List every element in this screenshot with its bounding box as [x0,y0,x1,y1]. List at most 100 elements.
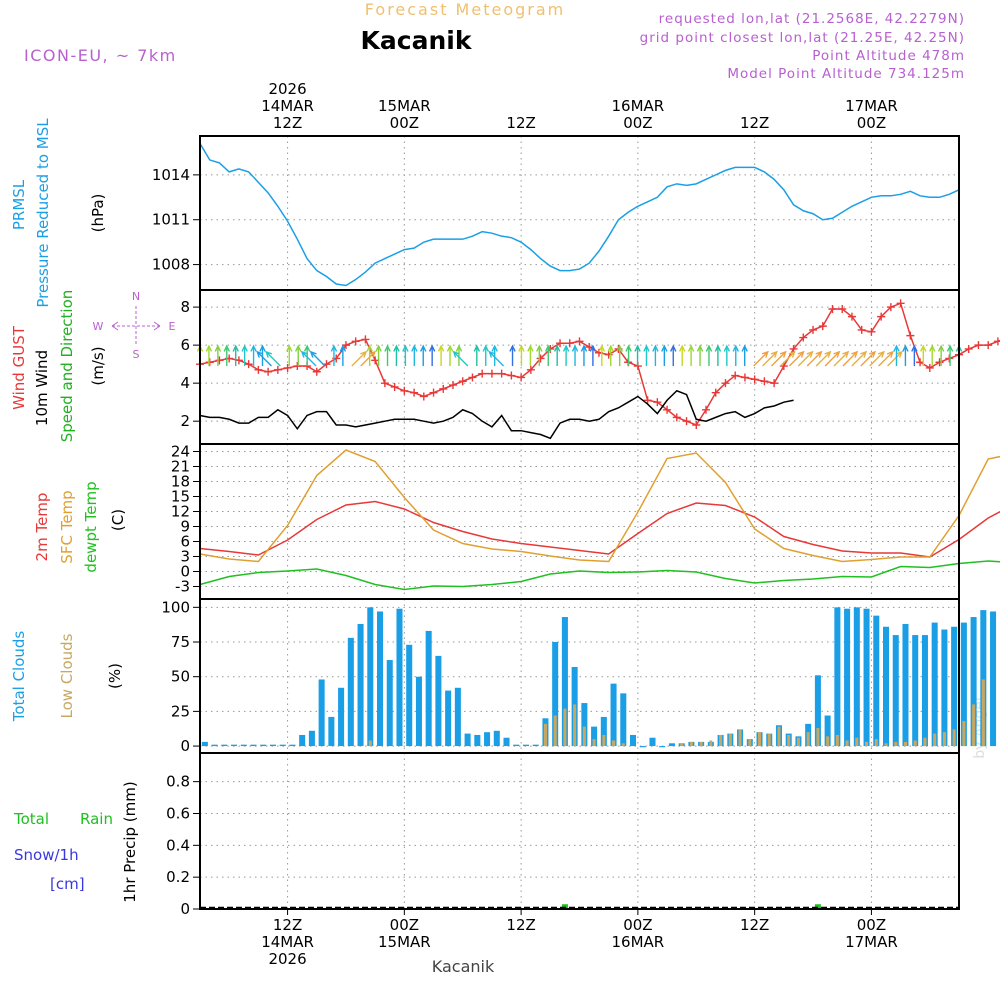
panel-label: SFC Temp [58,490,76,563]
panel-label: Snow/1h [14,846,79,864]
gust-point [847,312,856,321]
time-tick-top-label: 12Z [273,114,302,132]
bar [748,739,752,747]
gust-point [400,386,409,395]
wind-direction-arrow [788,350,805,367]
wind-direction-arrow [402,344,409,367]
wind-direction-arrow [518,344,525,367]
wind-direction-arrow [705,344,713,367]
bar [796,737,800,747]
y-tick-label: 18 [171,473,190,491]
bar [484,732,491,747]
gust-point [497,369,506,378]
wind-direction-arrow [562,344,570,367]
wind-direction-arrow [339,344,347,367]
gust-point [896,299,905,308]
wind-direction-arrow [661,344,668,367]
time-tick-bottom-label: 12Z [273,916,302,934]
bar [600,716,607,747]
wind-direction-arrow [545,344,552,367]
gust-point [575,337,584,346]
gust-point [750,375,759,384]
bar [269,744,276,747]
wind-direction-arrow [419,344,427,367]
y-tick-label: -3 [175,578,190,596]
wind-direction-arrow [509,344,516,367]
wind-direction-arrow [446,344,454,367]
bar [328,716,335,747]
gust-point [692,420,701,429]
gust-point [312,367,321,376]
bar [503,737,510,747]
time-tick-top-label: 12Z [506,114,535,132]
bar [367,607,374,747]
bar [513,744,520,747]
time-tick-top-label: 12Z [740,114,769,132]
bar [680,743,684,747]
model-label: ICON-EU, ~ 7km [24,46,177,65]
wind-direction-arrow [473,344,481,367]
time-tick-bottom-label: 12Z [506,916,535,934]
bar [874,739,878,747]
gust-point [565,339,574,348]
wind-direction-arrow [428,344,436,367]
series-sfc-temp [199,449,1000,563]
unit-label: 1hr Precip (mm) [121,781,139,902]
bar [719,734,723,747]
panel-label: [cm] [50,875,85,893]
bar [289,744,296,747]
point-altitude: Point Altitude 478m [812,48,965,64]
bar [630,734,637,747]
bar [728,733,732,747]
bar [454,687,461,747]
wind-direction-arrow [360,350,377,367]
bar [709,740,713,747]
wind-direction-arrow [643,344,650,367]
gust-point [740,373,749,382]
grid-point-coords: grid point closest lon,lat (21.25E, 42.2… [640,30,965,46]
bar [621,743,625,747]
wind-direction-arrow [452,350,469,367]
wind-direction-arrow [571,344,579,367]
wind-direction-arrow [779,350,796,367]
bar [941,629,948,747]
wind-direction-arrow [384,344,391,367]
y-tick-label: 15 [171,488,190,506]
bar [563,708,567,747]
gust-point [410,388,419,397]
bar [612,740,616,747]
wind-direction-arrow [928,344,936,367]
panel-label: Speed and Direction [58,290,76,443]
time-tick-bottom-label: 00Z [623,916,652,934]
wind-direction-arrow [205,344,213,367]
gust-point [380,379,389,388]
unit-label: (m/s) [89,346,107,385]
bar [610,683,617,747]
unit-label: (C) [109,509,127,531]
top-title: Forecast Meteogram [365,0,565,19]
gust-point [244,360,253,369]
gust-point [361,335,370,344]
bar [853,607,860,747]
bar [912,635,919,747]
bar [464,733,471,747]
gust-point [702,405,710,414]
bar [835,734,839,747]
bar [689,741,693,747]
bar [970,617,977,747]
bar [308,730,315,747]
time-tick-bottom-label: 16MAR [612,933,665,951]
time-tick-top-label: 16MAR [612,97,665,115]
time-tick-top-label: 2026 [268,80,306,98]
wind-direction-arrow [860,350,877,367]
wind-direction-arrow [851,350,868,367]
unit-label: (%) [106,663,124,689]
bar [777,726,781,747]
gust-point [760,377,769,386]
series-line [199,500,1000,558]
wind-direction-arrow [893,344,900,367]
bar [445,690,452,747]
bar [738,729,742,747]
bar [532,744,539,747]
bar [406,644,413,747]
